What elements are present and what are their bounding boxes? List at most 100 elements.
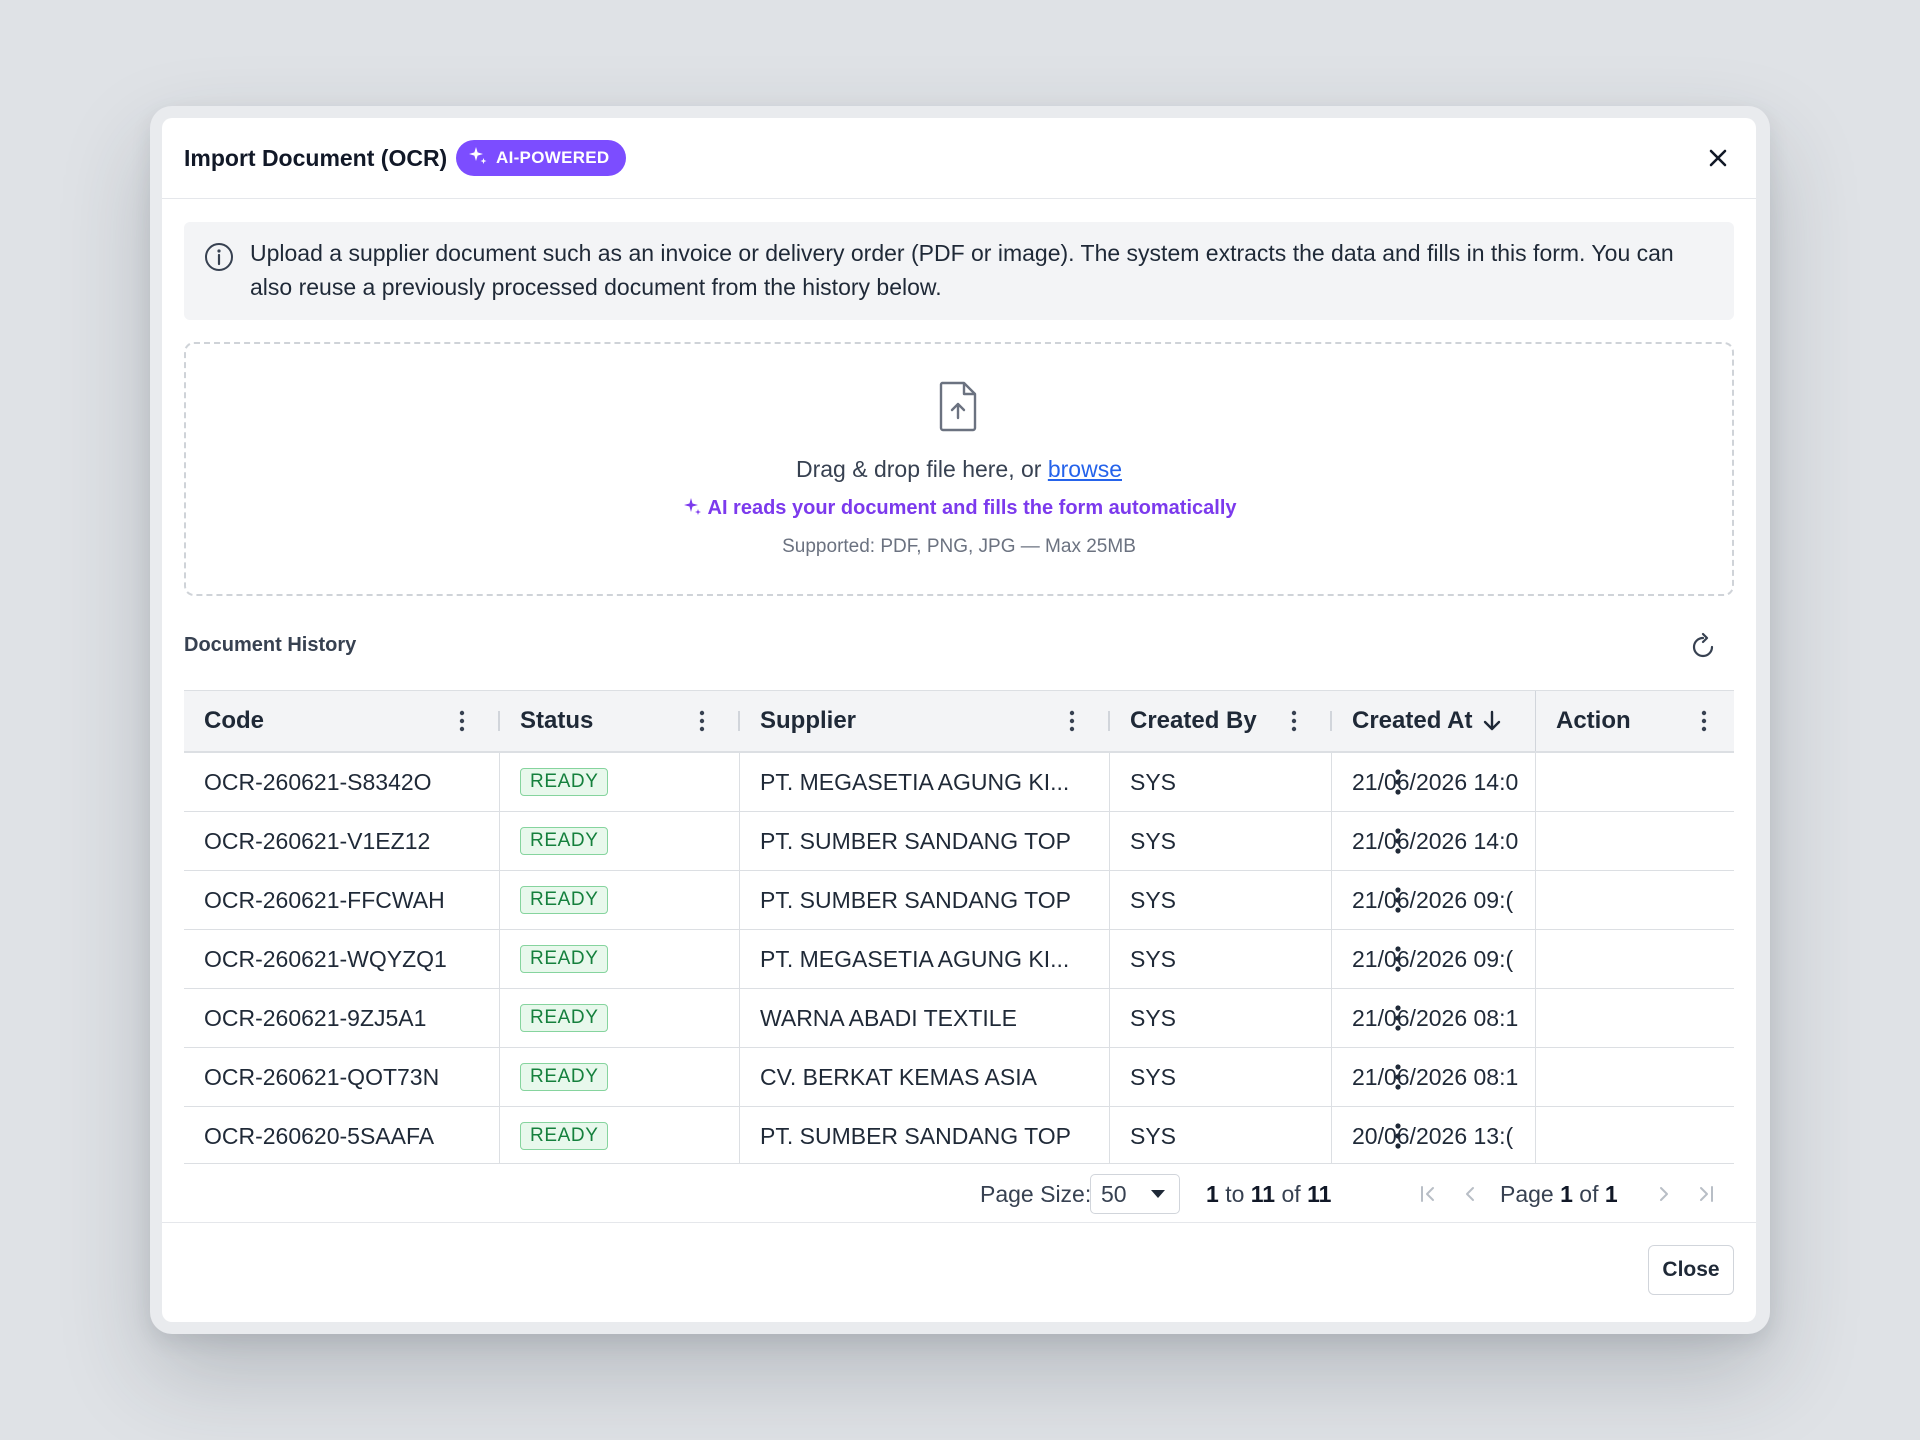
dropzone-prompt-text: Drag & drop file here, or	[796, 456, 1042, 482]
sort-desc-arrow-icon	[1482, 710, 1502, 732]
import-document-modal: Import Document (OCR) AI-POWERED Upload …	[162, 118, 1756, 1322]
table-row[interactable]: OCR-260621-S8342O READY PT. MEGASETIA AG…	[184, 753, 1734, 812]
cell-created-at: 21/06/2026 14:0	[1332, 812, 1536, 870]
column-label: Supplier	[760, 707, 857, 734]
cell-status: READY	[500, 989, 740, 1047]
cell-code: OCR-260621-FFCWAH	[184, 871, 500, 929]
file-dropzone[interactable]: Drag & drop file here, or browse AI read…	[184, 342, 1734, 596]
page-size-label: Page Size:	[980, 1180, 1092, 1207]
info-icon	[204, 242, 234, 277]
cell-created-at: 21/06/2026 14:0	[1332, 753, 1536, 811]
modal-header: Import Document (OCR) AI-POWERED	[162, 118, 1756, 199]
table-row[interactable]: OCR-260620-5SAAFA READY PT. SUMBER SANDA…	[184, 1107, 1734, 1163]
cell-status: READY	[500, 1107, 740, 1163]
dropzone-ai-hint: AI reads your document and fills the for…	[186, 496, 1732, 522]
column-resize-handle[interactable]	[738, 711, 740, 731]
cell-created-at: 21/06/2026 08:1	[1332, 989, 1536, 1047]
range-of-word: of	[1281, 1180, 1301, 1207]
cell-code: OCR-260620-5SAAFA	[184, 1107, 500, 1163]
column-header-created-at[interactable]: Created At	[1332, 691, 1536, 751]
status-badge: READY	[520, 827, 609, 855]
cell-created-by: SYS	[1110, 930, 1332, 988]
cell-status: READY	[500, 1048, 740, 1106]
cell-status: READY	[500, 930, 740, 988]
column-resize-handle[interactable]	[1330, 711, 1332, 731]
cell-code: OCR-260621-S8342O	[184, 753, 500, 811]
row-range-summary: 1 to 11 of 11	[1206, 1164, 1331, 1224]
cell-created-at: 21/06/2026 09:(	[1332, 871, 1536, 929]
cell-supplier: PT. SUMBER SANDANG TOP	[740, 871, 1110, 929]
range-total: 11	[1307, 1180, 1332, 1207]
cell-code: OCR-260621-V1EZ12	[184, 812, 500, 870]
current-page: 1	[1560, 1180, 1573, 1207]
caret-down-icon	[1151, 1190, 1165, 1198]
cell-created-by: SYS	[1110, 1048, 1332, 1106]
cell-status: READY	[500, 812, 740, 870]
cell-created-by: SYS	[1110, 989, 1332, 1047]
column-header-code[interactable]: Code	[184, 691, 500, 751]
cell-created-at: 20/06/2026 13:(	[1332, 1107, 1536, 1163]
next-page-icon[interactable]	[1650, 1180, 1678, 1208]
table-row[interactable]: OCR-260621-QOT73N READY CV. BERKAT KEMAS…	[184, 1048, 1734, 1107]
cell-supplier: PT. SUMBER SANDANG TOP	[740, 1107, 1110, 1163]
row-actions-icon[interactable]	[1380, 930, 1416, 988]
supported-formats: Supported: PDF, PNG, JPG — Max 25MB	[782, 536, 1136, 557]
cell-supplier: CV. BERKAT KEMAS ASIA	[740, 1048, 1110, 1106]
row-actions-icon[interactable]	[1380, 1048, 1416, 1106]
close-icon[interactable]	[1702, 142, 1734, 174]
table-row[interactable]: OCR-260621-V1EZ12 READY PT. SUMBER SANDA…	[184, 812, 1734, 871]
cell-supplier: WARNA ABADI TEXTILE	[740, 989, 1110, 1047]
row-actions-icon[interactable]	[1380, 989, 1416, 1047]
cell-created-by: SYS	[1110, 871, 1332, 929]
column-header-action[interactable]: Action	[1536, 691, 1734, 751]
table-row[interactable]: OCR-260621-WQYZQ1 READY PT. MEGASETIA AG…	[184, 930, 1734, 989]
column-menu-icon[interactable]	[1284, 706, 1304, 736]
dropzone-prompt: Drag & drop file here, or browse	[186, 456, 1732, 483]
cell-code: OCR-260621-WQYZQ1	[184, 930, 500, 988]
row-actions-icon[interactable]	[1380, 753, 1416, 811]
modal-title: Import Document (OCR)	[184, 145, 448, 171]
column-resize-handle[interactable]	[498, 711, 500, 731]
page-of-word: of	[1579, 1180, 1599, 1207]
row-actions-icon[interactable]	[1380, 1107, 1416, 1163]
column-header-status[interactable]: Status	[500, 691, 740, 751]
range-from: 1	[1206, 1180, 1219, 1207]
previous-page-icon[interactable]	[1456, 1180, 1484, 1208]
first-page-icon[interactable]	[1414, 1180, 1442, 1208]
last-page-icon[interactable]	[1692, 1180, 1720, 1208]
column-menu-icon[interactable]	[1062, 706, 1082, 736]
status-badge: READY	[520, 1122, 609, 1150]
cell-status: READY	[500, 753, 740, 811]
cell-created-by: SYS	[1110, 812, 1332, 870]
column-label: Status	[520, 707, 594, 734]
column-header-created-by[interactable]: Created By	[1110, 691, 1332, 751]
cell-supplier: PT. MEGASETIA AGUNG KI...	[740, 753, 1110, 811]
column-menu-icon[interactable]	[692, 706, 712, 736]
row-actions-icon[interactable]	[1380, 812, 1416, 870]
sparkle-icon	[682, 496, 702, 522]
total-pages: 1	[1604, 1180, 1618, 1207]
column-menu-icon[interactable]	[1694, 706, 1714, 736]
pagination-bar: Page Size: 50 1 to 11 of 11 Page 1 of 1	[184, 1164, 1734, 1224]
cell-code: OCR-260621-QOT73N	[184, 1048, 500, 1106]
row-actions-icon[interactable]	[1380, 871, 1416, 929]
close-button[interactable]: Close	[1648, 1245, 1734, 1295]
sparkle-icon	[468, 146, 488, 171]
page-size-select[interactable]: 50	[1090, 1174, 1180, 1214]
cell-status: READY	[500, 871, 740, 929]
column-menu-icon[interactable]	[452, 706, 472, 736]
cell-created-at: 21/06/2026 09:(	[1332, 930, 1536, 988]
info-banner: Upload a supplier document such as an in…	[184, 222, 1734, 320]
column-label: Code	[204, 707, 264, 734]
refresh-icon[interactable]	[1686, 630, 1720, 664]
column-label: Action	[1556, 707, 1631, 734]
range-to: 11	[1250, 1180, 1276, 1207]
browse-link[interactable]: browse	[1047, 456, 1122, 482]
modal-footer: Close	[162, 1222, 1756, 1322]
table-row[interactable]: OCR-260621-FFCWAH READY PT. SUMBER SANDA…	[184, 871, 1734, 930]
column-header-supplier[interactable]: Supplier	[740, 691, 1110, 751]
column-resize-handle[interactable]	[1108, 711, 1110, 731]
table-row[interactable]: OCR-260621-9ZJ5A1 READY WARNA ABADI TEXT…	[184, 989, 1734, 1048]
page-word: Page	[1500, 1180, 1554, 1207]
document-history-title: Document History	[184, 634, 357, 656]
